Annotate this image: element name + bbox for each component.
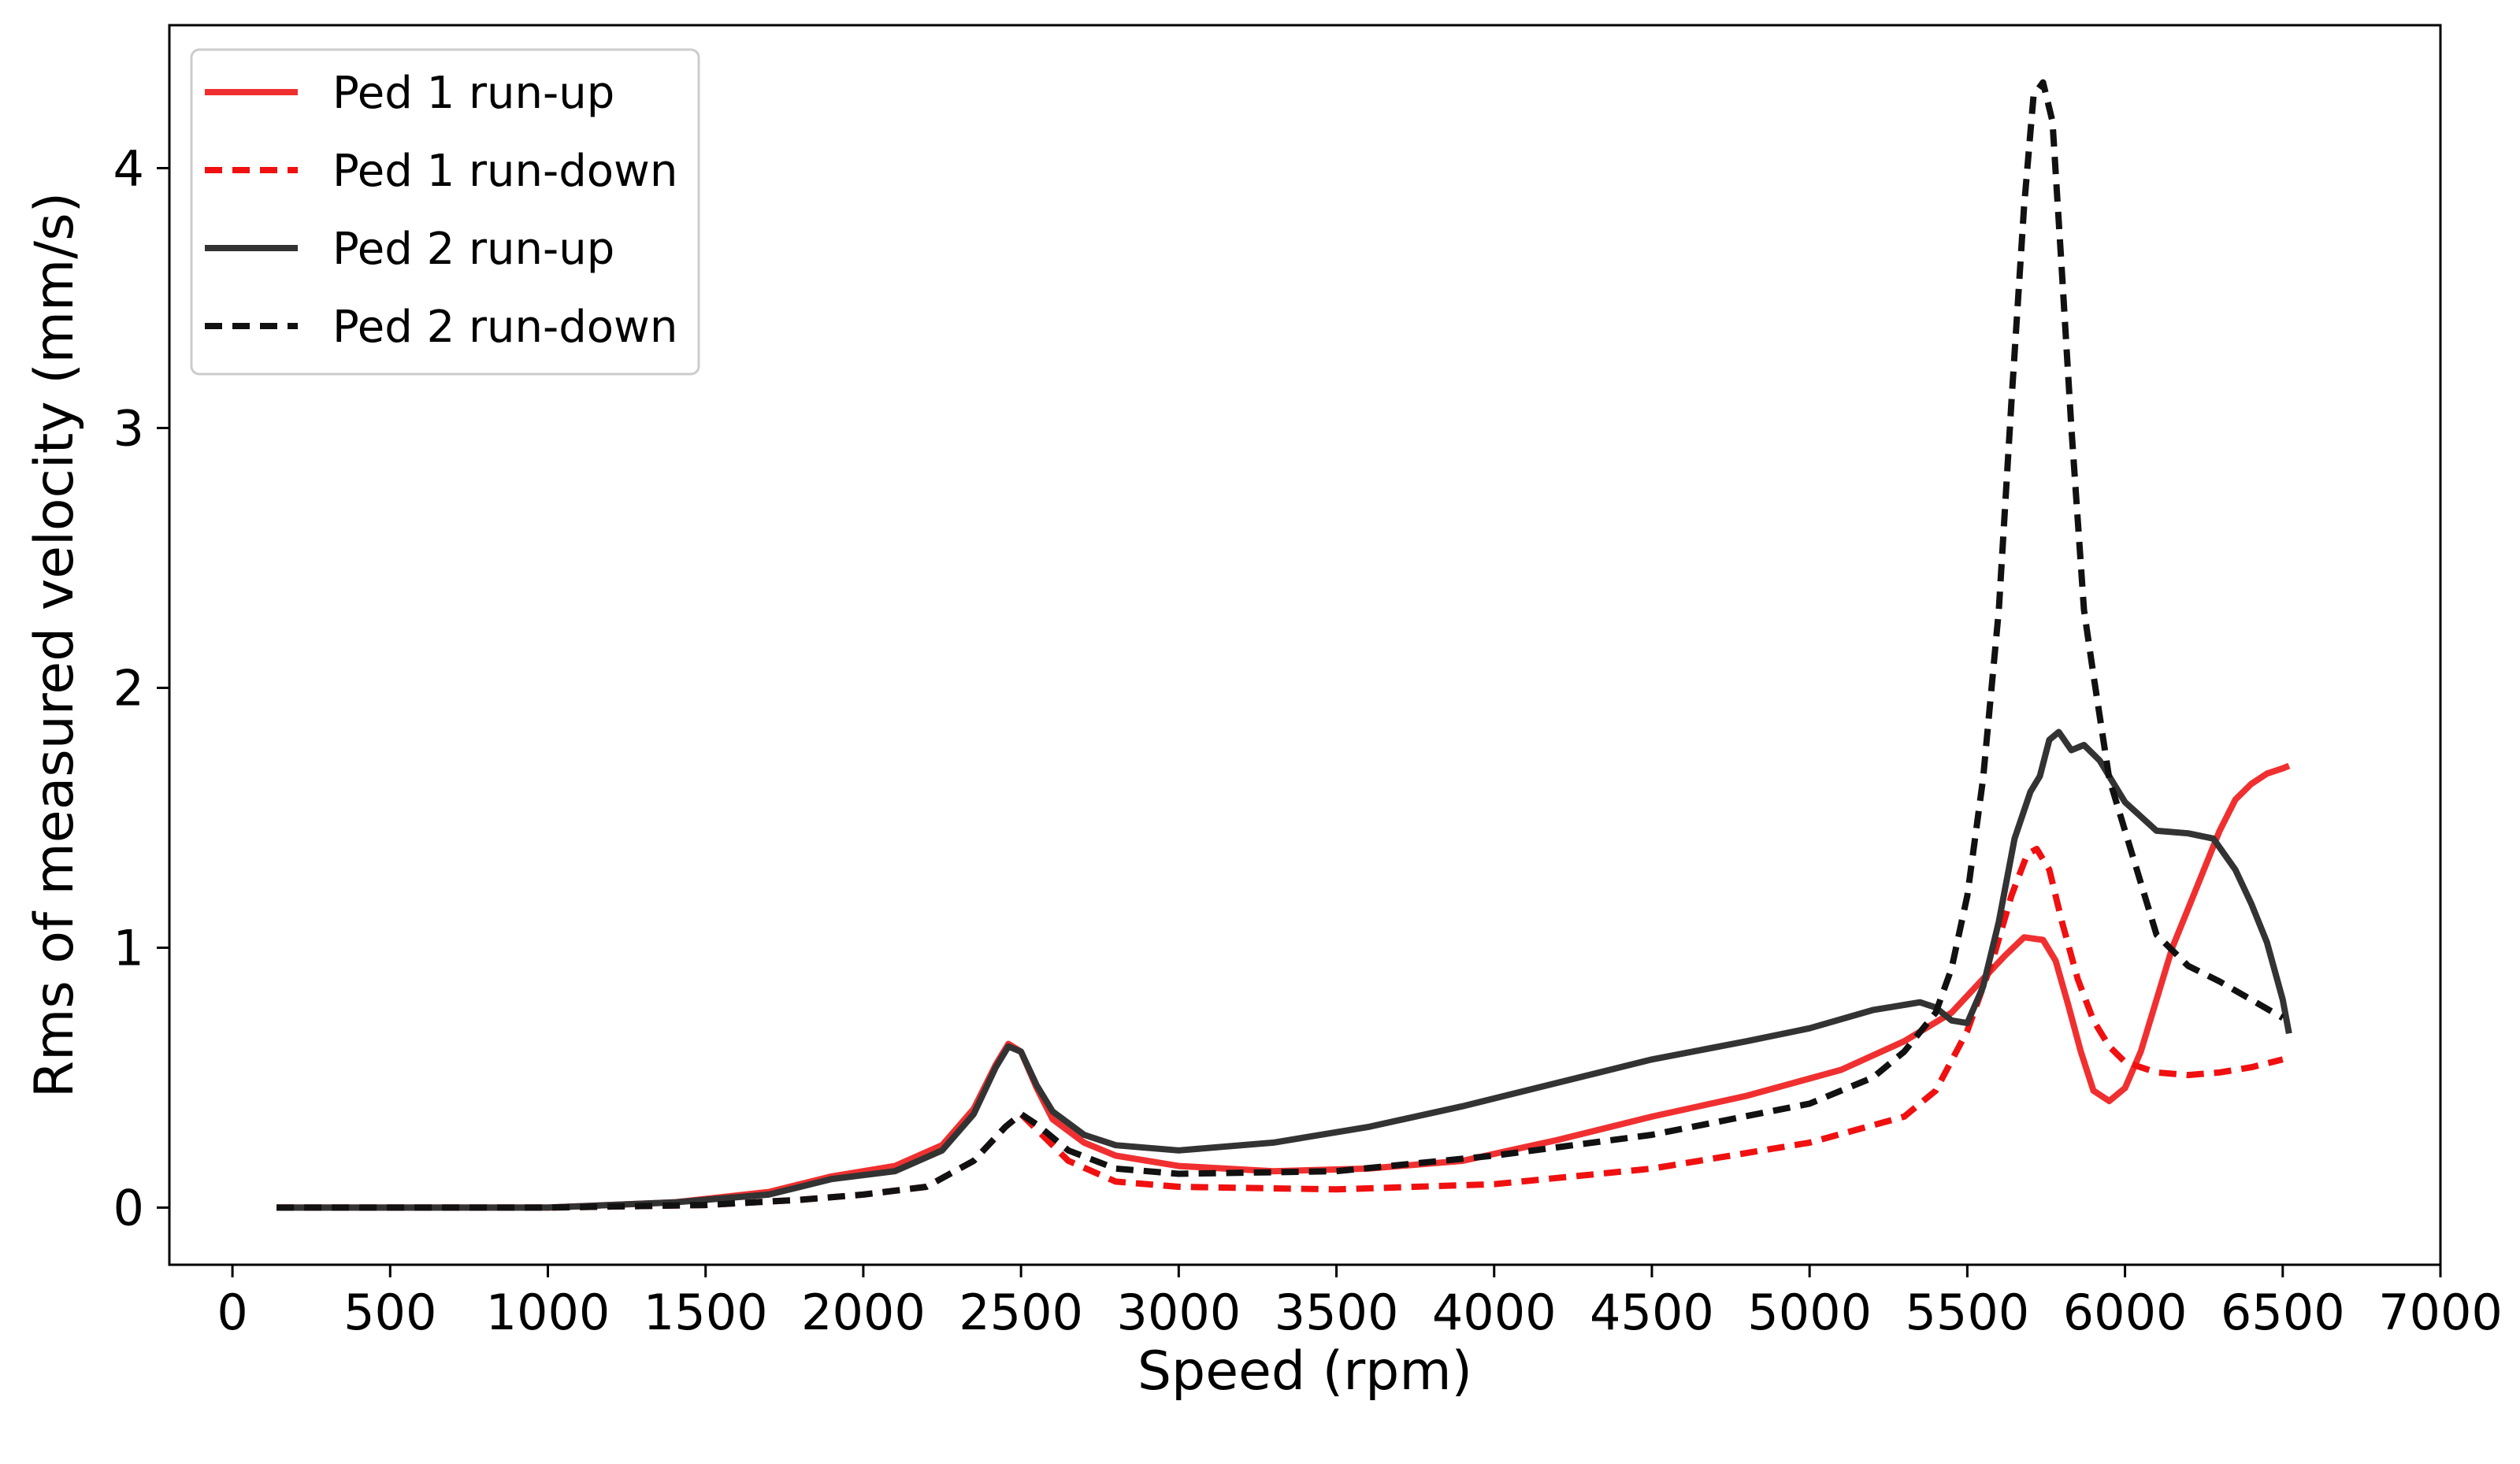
x-tick-label: 500 bbox=[343, 1284, 436, 1341]
plot-marks bbox=[276, 79, 2292, 1211]
y-tick-label: 2 bbox=[113, 659, 144, 717]
x-tick-label: 5000 bbox=[1747, 1284, 1872, 1341]
x-tick-label: 2500 bbox=[959, 1284, 1083, 1341]
x-tick-label: 3000 bbox=[1116, 1284, 1241, 1341]
legend-label: Ped 1 run-up bbox=[332, 68, 614, 119]
x-tick-label: 1000 bbox=[486, 1284, 611, 1341]
legend: Ped 1 run-up Ped 1 run-down Ped 2 run-up Pe… bbox=[190, 48, 700, 376]
x-tick-label: 1500 bbox=[644, 1284, 768, 1341]
series-line-ped-1-run-down bbox=[276, 846, 2284, 1211]
x-tick-label: 7000 bbox=[2378, 1284, 2503, 1341]
x-tick-label: 3500 bbox=[1275, 1284, 1399, 1341]
legend-box bbox=[190, 48, 700, 376]
y-axis: 0 1 2 3 4 bbox=[113, 139, 169, 1236]
legend-label: Ped 2 run-down bbox=[332, 302, 677, 353]
x-tick-label: 4000 bbox=[1432, 1284, 1557, 1341]
y-tick-label: 0 bbox=[113, 1179, 144, 1236]
series-line-ped-1-run-up bbox=[276, 762, 2291, 1211]
y-tick-label: 4 bbox=[113, 139, 144, 197]
y-tick-label: 1 bbox=[113, 919, 144, 977]
plot-frame bbox=[168, 24, 2442, 1266]
x-axis-label: Speed (rpm) bbox=[1138, 1340, 1472, 1403]
legend-label: Ped 1 run-down bbox=[332, 146, 677, 197]
y-axis-label: Rms of measured velocity (mm/s) bbox=[24, 192, 86, 1098]
x-tick-label: 2000 bbox=[801, 1284, 926, 1341]
series-line-ped-2-run-down bbox=[276, 79, 2284, 1211]
y-tick-label: 3 bbox=[113, 399, 144, 457]
series-line-ped-2-run-up bbox=[276, 728, 2292, 1211]
x-tick-label: 5500 bbox=[1905, 1284, 2029, 1341]
x-axis: 0 500 1000 1500 2000 2500 3000 3500 4000 4500 5000… bbox=[217, 1265, 2503, 1341]
x-tick-label: 4500 bbox=[1590, 1284, 1714, 1341]
x-tick-label: 6000 bbox=[2063, 1284, 2188, 1341]
x-tick-label: 6500 bbox=[2221, 1284, 2345, 1341]
x-tick-label: 0 bbox=[217, 1284, 247, 1341]
legend-label: Ped 2 run-up bbox=[332, 224, 614, 275]
